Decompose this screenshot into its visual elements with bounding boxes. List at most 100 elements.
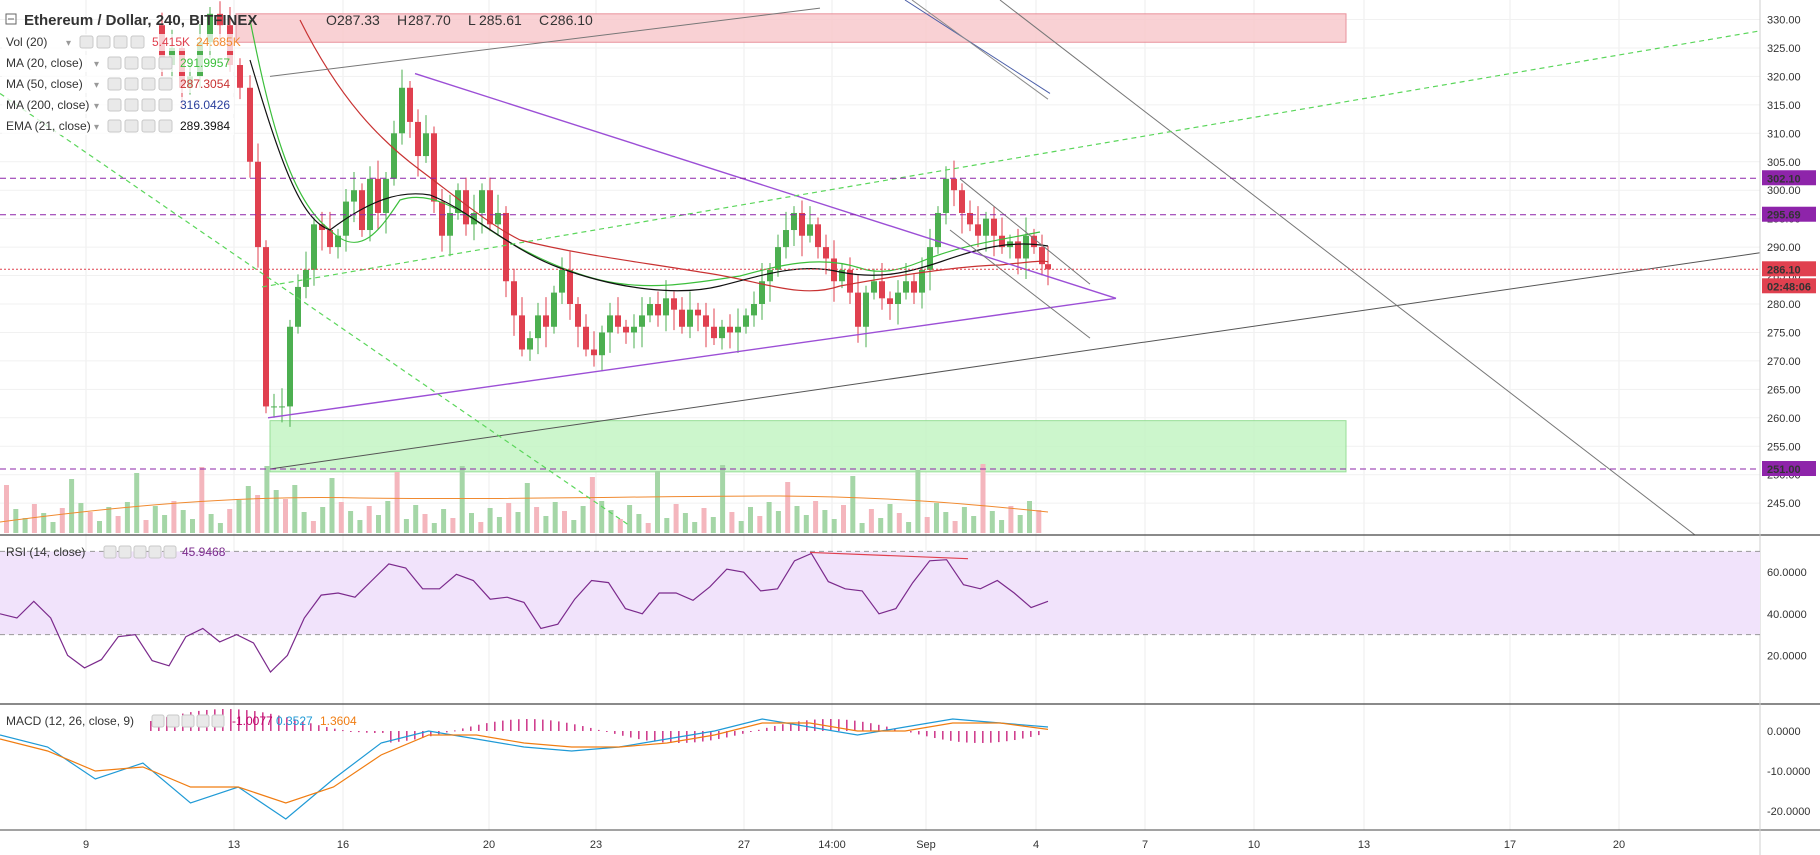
volume-bar xyxy=(989,511,995,533)
indicator-control-icon xyxy=(141,77,156,91)
ohlc-value: 287.33 xyxy=(337,12,380,28)
volume-bar xyxy=(403,519,409,533)
indicator-control-icon xyxy=(158,77,173,91)
indicator-value: 316.0426 xyxy=(180,98,230,112)
macd-axis-tick-label: -10.0000 xyxy=(1767,766,1810,778)
macd-histogram-bar xyxy=(318,725,320,731)
rsi-line xyxy=(0,552,1049,673)
volume-bar xyxy=(487,508,493,533)
volume-ma-line xyxy=(0,495,1049,523)
time-axis-tick-label: 13 xyxy=(1358,839,1370,851)
candle-body xyxy=(831,258,837,282)
volume-bar xyxy=(757,516,763,533)
volume-bar xyxy=(1017,515,1023,533)
indicator-control-icon xyxy=(107,56,122,70)
macd-histogram-bar xyxy=(430,731,432,737)
volume-bar xyxy=(143,520,149,533)
supply-zone xyxy=(235,13,1347,43)
volume-bar xyxy=(338,502,344,533)
time-axis-tick-label: 17 xyxy=(1504,839,1516,851)
candle-body xyxy=(399,87,405,134)
macd-histogram-bar xyxy=(230,709,232,731)
macd-histogram-bar xyxy=(934,731,936,739)
rsi-control-icon xyxy=(133,545,147,559)
volume-bar xyxy=(971,516,977,533)
price-badge xyxy=(1762,206,1816,222)
volume-bar xyxy=(534,507,540,533)
candle-body xyxy=(295,286,301,327)
candle-body xyxy=(775,247,781,270)
volume-bar xyxy=(850,476,856,533)
candle-body xyxy=(279,406,285,408)
volume-bar xyxy=(478,522,484,533)
macd-histogram-bar xyxy=(310,723,312,731)
candle-body xyxy=(783,230,789,248)
indicator-control-icon xyxy=(124,98,139,112)
volume-bar xyxy=(859,523,865,533)
macd-histogram-bar xyxy=(1014,731,1016,741)
volume-bar xyxy=(980,464,986,533)
volume-bar xyxy=(301,512,307,533)
candle-body xyxy=(799,212,805,236)
volume-bar xyxy=(171,501,177,533)
macd-histogram-bar xyxy=(886,726,888,731)
candle-body xyxy=(217,13,223,26)
macd-histogram-bar xyxy=(238,709,240,731)
candle-body xyxy=(959,190,965,213)
ohlc-label: C xyxy=(539,12,549,28)
volume-bar xyxy=(608,510,614,533)
time-axis: 9 13 16 20 23 27 14:00 Sep 4 7 10 13 17 20 xyxy=(83,839,1625,851)
volume-bar xyxy=(673,504,679,533)
volume-bar xyxy=(366,506,372,533)
volume-bar xyxy=(50,522,56,533)
macd-histogram-bar xyxy=(790,722,792,731)
green-dashed-downline xyxy=(0,92,631,527)
macd-histogram-bar xyxy=(582,726,584,731)
macd-histogram-bar xyxy=(942,731,944,740)
volume-bar xyxy=(357,520,363,533)
candle-body xyxy=(1045,264,1051,270)
volume-bar xyxy=(813,501,819,533)
candle-body xyxy=(551,292,557,327)
macd-histogram-bar xyxy=(382,731,384,733)
candle-body xyxy=(911,281,917,293)
ohlc-label: H xyxy=(397,12,407,28)
volume-bar xyxy=(627,505,633,533)
macd-histogram-bar xyxy=(478,724,480,731)
ema-21-line xyxy=(249,59,1049,292)
volume-bar xyxy=(134,473,140,533)
candle-body xyxy=(919,269,925,293)
candle-body xyxy=(1015,241,1021,259)
volume-bar xyxy=(310,521,316,533)
macd-control-icon xyxy=(196,714,210,728)
volume-bar xyxy=(329,478,335,533)
volume-bar xyxy=(69,479,75,533)
time-axis-tick-label: 14:00 xyxy=(818,839,846,851)
indicator-menu-icon: ▾ xyxy=(94,59,99,70)
macd-legend-value: -1.0077 xyxy=(232,714,273,728)
time-axis-tick-label: Sep xyxy=(916,839,936,851)
candle-body xyxy=(703,315,709,327)
macd-histogram-bar xyxy=(406,731,408,741)
volume-bar xyxy=(22,518,28,533)
macd-histogram-bar xyxy=(526,719,528,731)
volume-bar xyxy=(320,507,326,533)
volume-bar xyxy=(227,509,233,533)
demand-zone xyxy=(269,420,1347,473)
volume-bar xyxy=(348,511,354,533)
indicator-control-icon xyxy=(107,98,122,112)
volume-bar xyxy=(552,502,558,533)
ohlc-label: O xyxy=(326,12,337,28)
rsi-legend-value: 45.9468 xyxy=(182,545,226,559)
candle-body xyxy=(719,326,725,339)
candle-body xyxy=(935,212,941,248)
volume-bar xyxy=(496,517,502,533)
candle-body xyxy=(655,304,661,316)
macd-histogram-bar xyxy=(342,730,344,732)
macd-histogram-bar xyxy=(326,727,328,731)
macd-histogram-bar xyxy=(358,731,360,733)
price-axis-tick-label: 300.00 xyxy=(1767,185,1801,197)
candle-body xyxy=(1031,235,1037,248)
indicator-control-icon xyxy=(130,35,145,49)
